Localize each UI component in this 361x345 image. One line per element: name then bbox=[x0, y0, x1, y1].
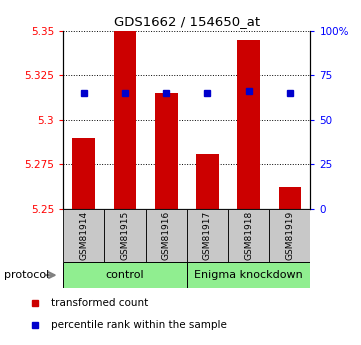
Text: GSM81918: GSM81918 bbox=[244, 211, 253, 260]
Bar bbox=[104, 209, 145, 262]
Bar bbox=[155, 93, 178, 209]
Bar bbox=[73, 138, 95, 209]
Bar bbox=[63, 262, 187, 288]
Bar bbox=[187, 209, 228, 262]
Bar bbox=[114, 31, 136, 209]
Bar bbox=[145, 209, 187, 262]
Title: GDS1662 / 154650_at: GDS1662 / 154650_at bbox=[114, 16, 260, 29]
Bar bbox=[237, 40, 260, 209]
Bar bbox=[228, 209, 269, 262]
Bar bbox=[279, 187, 301, 209]
Bar bbox=[63, 209, 104, 262]
Text: control: control bbox=[106, 270, 144, 280]
Text: GSM81915: GSM81915 bbox=[121, 211, 130, 260]
Bar bbox=[187, 262, 310, 288]
Text: Enigma knockdown: Enigma knockdown bbox=[194, 270, 303, 280]
Text: GSM81916: GSM81916 bbox=[162, 211, 171, 260]
Bar bbox=[269, 209, 310, 262]
Text: percentile rank within the sample: percentile rank within the sample bbox=[51, 320, 227, 329]
Text: protocol: protocol bbox=[4, 270, 49, 280]
Text: GSM81919: GSM81919 bbox=[285, 211, 294, 260]
Text: GSM81914: GSM81914 bbox=[79, 211, 88, 260]
Bar bbox=[196, 154, 219, 209]
Text: GSM81917: GSM81917 bbox=[203, 211, 212, 260]
Text: transformed count: transformed count bbox=[51, 298, 148, 308]
